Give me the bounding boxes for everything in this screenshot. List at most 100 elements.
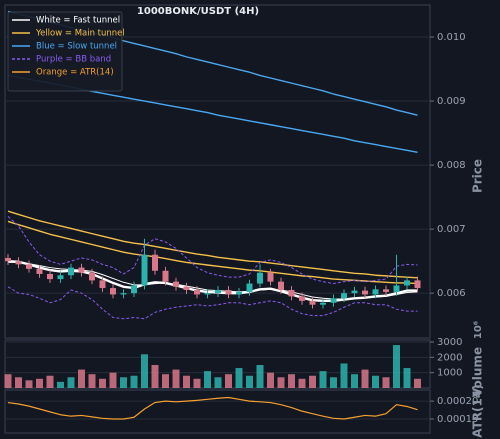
volume-bar [372,375,379,388]
y-axis-label: Price [471,159,485,193]
volume-bar [120,377,127,388]
candle-body [320,302,326,305]
legend: White = Fast tunnel Yellow = Main tunnel B… [7,11,125,92]
y-axis-label: ATR(14) [471,384,485,437]
volume-bar [340,363,348,388]
volume-bar [414,378,421,388]
candle-body [204,293,211,295]
y-tick-label: 0.008 [437,160,466,171]
legend-label: Purple = BB band [36,55,111,65]
candle-body [404,280,410,286]
candle-body [351,290,358,294]
volume-bar [225,374,232,388]
volume-bar [99,378,106,388]
volume-bar [78,369,85,388]
volume-bar [351,374,358,388]
y-tick-label: 0.006 [437,288,466,299]
candle-body [78,267,85,273]
chart-title: 1000BONK/USDT (4H) [137,6,259,17]
candle-body [183,286,190,290]
y-axis-label: Volume [471,347,485,397]
volume-bar [204,371,211,388]
volume-bar [193,378,201,388]
volume-bar [36,378,43,388]
candle-body [225,289,232,295]
volume-bar [88,374,96,388]
candle-body [246,283,253,292]
line-series [7,215,418,285]
volume-bar [15,377,22,388]
candle-body [26,264,32,269]
plot-layer: 0.006 0.007 0.008 0.009 0.010 White = Fast tu… [4,4,478,434]
candle-body [99,280,106,289]
candle-body [47,273,53,280]
line-series [7,259,418,303]
candle-body [341,293,347,299]
candle-body [5,257,11,262]
line-series [7,210,418,279]
candle-body [36,268,43,274]
legend-label: Yellow = Main tunnel [35,29,125,39]
volume-bar [361,369,369,388]
legend-label: Blue = Slow tunnel [36,42,117,52]
volume-bar [25,380,33,388]
y-tick-label: 0.009 [437,96,466,107]
candle-body [141,254,148,286]
candle-body [236,291,242,295]
volume-bar [183,375,190,388]
volume-bar [382,377,390,388]
candle-body [372,289,379,295]
candle-body [257,272,263,284]
volume-bar [130,375,138,388]
candle-body [68,267,74,276]
candle-body [309,300,316,305]
candle-body [110,288,116,295]
volume-bar [288,374,295,388]
volume-bar [309,375,316,388]
candle-body [152,254,158,271]
volume-bar [57,381,64,388]
volume-bar [172,369,180,388]
line-series [7,220,418,285]
candle-body [120,293,127,295]
legend-box [7,11,123,92]
volume-bar [151,364,159,388]
volume-bar [141,354,148,388]
volume-bar [67,377,75,388]
candle-body [362,290,368,295]
candle-body [414,280,421,289]
candle-body [288,289,295,297]
candle-body [330,298,337,303]
candle-body [278,281,284,290]
candle-body [194,289,200,295]
candle-body [162,270,169,282]
candle-body [383,289,389,292]
volume-bar [393,345,400,388]
candle-body [15,261,22,265]
candle-body [131,285,137,294]
y-tick-label: 0.00015 [437,414,478,425]
legend-label: White = Fast tunnel [36,16,120,26]
candle-body [173,281,179,287]
y-tick-label: 2000 [437,352,462,363]
candle-body [57,275,64,280]
candle-body [393,285,400,292]
volume-bar [46,375,54,388]
panel-frame [4,389,431,434]
candle-body [215,289,221,294]
volume-bar [4,374,12,388]
volume-bar [235,368,243,388]
line-series [7,286,418,320]
candle-body [267,272,274,282]
y-tick-label: 0.010 [437,32,466,43]
panel-frame [4,4,431,339]
volume-bar [214,377,222,388]
volume-bar [319,371,327,388]
volume-bar [277,377,285,388]
volume-bar [162,374,169,388]
volume-bar [330,377,337,388]
volume-bar [256,364,264,388]
candle-body [299,296,305,301]
volume-bar [298,378,306,388]
